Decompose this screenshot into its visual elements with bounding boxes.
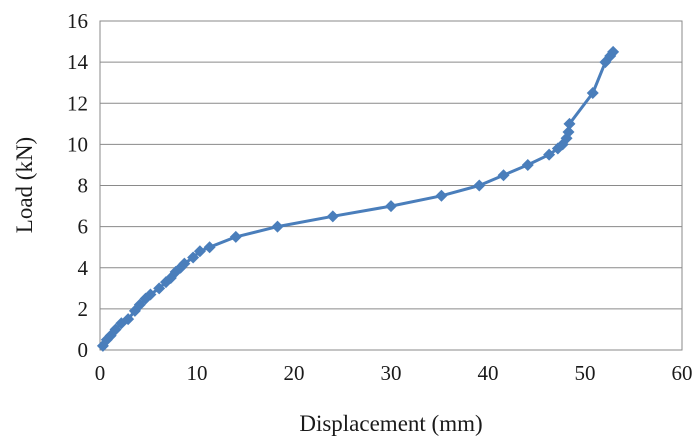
x-tick-labels: 0 10 20 30 40 50 60 bbox=[95, 361, 693, 385]
data-point-marker bbox=[122, 313, 135, 326]
y-tick-label-12: 12 bbox=[67, 91, 88, 115]
data-point-marker bbox=[144, 288, 157, 301]
x-tick-label-30: 30 bbox=[381, 361, 402, 385]
data-point-marker bbox=[497, 169, 510, 182]
data-point-marker bbox=[521, 158, 534, 171]
y-tick-label-6: 6 bbox=[78, 215, 89, 239]
x-axis-title: Displacement (mm) bbox=[299, 411, 482, 436]
data-point-marker bbox=[607, 45, 620, 58]
y-tick-label-16: 16 bbox=[67, 9, 88, 33]
data-point-marker bbox=[385, 200, 397, 213]
data-point-marker bbox=[178, 257, 191, 270]
data-point-marker bbox=[562, 126, 575, 139]
data-point-marker bbox=[586, 86, 599, 99]
series-line-0 bbox=[101, 50, 615, 348]
x-tick-label-10: 10 bbox=[187, 361, 208, 385]
y-tick-label-0: 0 bbox=[78, 338, 89, 362]
data-point-marker bbox=[203, 241, 216, 254]
y-tick-label-2: 2 bbox=[78, 297, 89, 321]
data-point-marker bbox=[193, 245, 206, 258]
data-point-marker bbox=[326, 210, 339, 223]
data-point-marker bbox=[187, 251, 200, 264]
data-point-marker bbox=[473, 179, 486, 192]
data-point-marker bbox=[271, 220, 284, 233]
x-tick-label-0: 0 bbox=[95, 361, 106, 385]
series-group bbox=[96, 45, 620, 352]
y-tick-label-14: 14 bbox=[67, 50, 89, 74]
x-tick-label-20: 20 bbox=[284, 361, 305, 385]
x-tick-label-50: 50 bbox=[575, 361, 596, 385]
y-tick-label-10: 10 bbox=[67, 132, 88, 156]
y-tick-label-8: 8 bbox=[78, 174, 89, 198]
gridlines bbox=[100, 61, 682, 310]
y-tick-labels: 0 2 4 6 8 10 12 14 16 bbox=[67, 9, 89, 362]
data-point-marker bbox=[543, 148, 556, 161]
data-point-marker bbox=[229, 230, 242, 243]
x-tick-label-40: 40 bbox=[478, 361, 499, 385]
plot-area-border bbox=[99, 20, 683, 351]
data-point-marker bbox=[153, 282, 166, 295]
y-axis-title: Load (kN) bbox=[12, 137, 37, 233]
data-point-marker bbox=[435, 189, 448, 202]
data-point-marker bbox=[563, 117, 576, 130]
y-tick-label-4: 4 bbox=[78, 256, 89, 280]
x-tick-label-60: 60 bbox=[672, 361, 693, 385]
